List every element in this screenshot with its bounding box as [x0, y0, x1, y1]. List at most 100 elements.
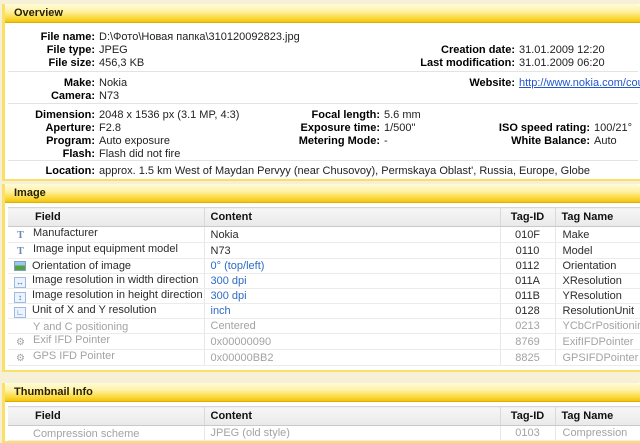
- orientation-icon: [14, 261, 26, 271]
- aperture-row: Aperture: F2.8: [5, 122, 121, 135]
- tag-id: 0110: [500, 242, 556, 259]
- focal-length-row: Focal length: 5.6 mm: [255, 109, 421, 122]
- location-value: approx. 1.5 km West of Maydan Pervyy (ne…: [99, 165, 590, 177]
- flash-label: Flash:: [62, 148, 95, 160]
- field-content-link[interactable]: inch: [204, 303, 501, 319]
- field-name: Manufacturer: [33, 227, 98, 239]
- field-content-link[interactable]: 0° (top/left): [204, 258, 501, 274]
- field-content: 0x00000BB2: [204, 349, 501, 366]
- tag-id: 010F: [500, 226, 556, 243]
- image-section: Image Field Content Tag-ID Tag Name T Man…: [2, 184, 640, 372]
- image-exif-table: Field Content Tag-ID Tag Name T Manufactu…: [8, 207, 640, 366]
- table-row[interactable]: ∟ Unit of X and Y resolution inch 0128 Re…: [8, 303, 640, 319]
- field-name: Y and C positioning: [33, 320, 129, 333]
- column-header-field: Field: [8, 207, 205, 227]
- iso-value: 100/21°: [594, 122, 633, 134]
- aperture-value: F2.8: [99, 122, 122, 134]
- text-tag-icon: T: [17, 230, 24, 241]
- tag-name: Orientation: [555, 258, 640, 274]
- white-balance-value: Auto: [594, 135, 617, 147]
- field-name: Image resolution in width direction: [32, 274, 199, 286]
- thumbnail-info-section: Thumbnail Info Field Content Tag-ID Tag …: [2, 383, 640, 443]
- make-row: Make: Nokia: [5, 77, 127, 90]
- table-row[interactable]: T Manufacturer Nokia 010F Make: [8, 226, 640, 243]
- overview-section: Overview File name: D:\Фото\Новая папка\3…: [2, 4, 640, 181]
- field-name: Image input equipment model: [33, 243, 178, 255]
- focal-length-label: Focal length:: [311, 109, 380, 121]
- field-name: Compression scheme: [33, 427, 140, 440]
- tag-name: YCbCrPositioning: [555, 318, 640, 334]
- tag-id: 0128: [500, 303, 556, 319]
- website-link[interactable]: http://www.nokia.com/countries: [519, 77, 640, 89]
- tag-id: 0103: [500, 425, 556, 441]
- iso-label: ISO speed rating:: [498, 122, 590, 134]
- field-content-link[interactable]: 300 dpi: [204, 273, 501, 289]
- file-size-row: File size: 456,3 KB: [5, 57, 145, 70]
- program-row: Program: Auto exposure: [5, 135, 170, 148]
- overview-body: File name: D:\Фото\Новая папка\3101200928…: [5, 23, 640, 179]
- creation-date-row: Creation date: 31.01.2009 12:20: [335, 44, 605, 57]
- overview-divider-1: [8, 71, 638, 72]
- tag-name: YResolution: [555, 288, 640, 304]
- location-label: Location:: [45, 165, 96, 177]
- make-value: Nokia: [99, 77, 128, 89]
- column-header-tagname: Tag Name: [555, 406, 640, 426]
- tag-name: Compression: [555, 425, 640, 441]
- website-label: Website:: [469, 77, 515, 89]
- program-value: Auto exposure: [99, 135, 170, 147]
- tag-name: GPSIFDPointer: [555, 349, 640, 366]
- metering-mode-row: Metering Mode: -: [255, 135, 388, 148]
- file-type-value: JPEG: [99, 44, 128, 56]
- column-header-content: Content: [204, 406, 501, 426]
- table-row[interactable]: Orientation of image 0° (top/left) 0112 …: [8, 258, 640, 274]
- field-content: N73: [204, 242, 501, 259]
- white-balance-label: White Balance:: [511, 135, 590, 147]
- last-modification-value: 31.01.2009 06:20: [519, 57, 605, 69]
- table-row[interactable]: ↕ Image resolution in height direction 30…: [8, 288, 640, 304]
- overview-section-header: Overview: [5, 4, 640, 23]
- last-modification-row: Last modification: 31.01.2009 06:20: [335, 57, 605, 70]
- column-header-tagid: Tag-ID: [500, 406, 556, 426]
- camera-label: Camera:: [50, 90, 95, 102]
- text-tag-icon: T: [17, 246, 24, 257]
- dimension-row: Dimension: 2048 x 1536 px (3.1 MP, 4:3): [5, 109, 239, 122]
- metering-mode-value: -: [384, 135, 388, 147]
- column-header-tagname: Tag Name: [555, 207, 640, 227]
- dimension-label: Dimension:: [35, 109, 95, 121]
- tag-id: 8769: [500, 333, 556, 350]
- file-name-label: File name:: [40, 31, 95, 43]
- column-header-tagid: Tag-ID: [500, 207, 556, 227]
- file-size-label: File size:: [48, 57, 95, 69]
- tag-id: 011A: [500, 273, 556, 289]
- location-row: Location: approx. 1.5 km West of Maydan P…: [5, 165, 591, 178]
- table-row[interactable]: T Image input equipment model N73 0110 Mo…: [8, 242, 640, 259]
- image-title: Image: [14, 187, 46, 199]
- tag-name: ResolutionUnit: [555, 303, 640, 319]
- flash-value: Flash did not fire: [99, 148, 181, 160]
- table-row[interactable]: Compression scheme JPEG (old style) 0103…: [8, 425, 640, 441]
- gear-icon: ⚙: [16, 353, 25, 364]
- tag-id: 8825: [500, 349, 556, 366]
- field-content-link[interactable]: 300 dpi: [204, 288, 501, 304]
- no-icon: [14, 320, 27, 332]
- field-content: Nokia: [204, 226, 501, 243]
- file-type-row: File type: JPEG: [5, 44, 128, 57]
- table-row[interactable]: ↔ Image resolution in width direction 300…: [8, 273, 640, 289]
- exposure-time-row: Exposure time: 1/500": [255, 122, 416, 135]
- field-name: Orientation of image: [32, 260, 132, 272]
- overview-title: Overview: [14, 7, 63, 19]
- table-row[interactable]: ⚙ Exif IFD Pointer 0x00000090 8769 ExifIF…: [8, 333, 640, 350]
- focal-length-value: 5.6 mm: [384, 109, 421, 121]
- creation-date-value: 31.01.2009 12:20: [519, 44, 605, 56]
- tag-name: XResolution: [555, 273, 640, 289]
- file-type-label: File type:: [46, 44, 95, 56]
- field-name: Unit of X and Y resolution: [32, 304, 157, 316]
- table-header-row: Field Content Tag-ID Tag Name: [8, 207, 640, 227]
- field-content: 0x00000090: [204, 333, 501, 350]
- flash-row: Flash: Flash did not fire: [5, 148, 181, 161]
- field-content: JPEG (old style): [204, 425, 501, 441]
- table-row[interactable]: ⚙ GPS IFD Pointer 0x00000BB2 8825 GPSIFDP…: [8, 349, 640, 366]
- resolution-y-icon: ↕: [14, 292, 26, 303]
- website-row: Website: http://www.nokia.com/countries: [335, 77, 640, 90]
- table-row[interactable]: Y and C positioning Centered 0213 YCbCrP…: [8, 318, 640, 334]
